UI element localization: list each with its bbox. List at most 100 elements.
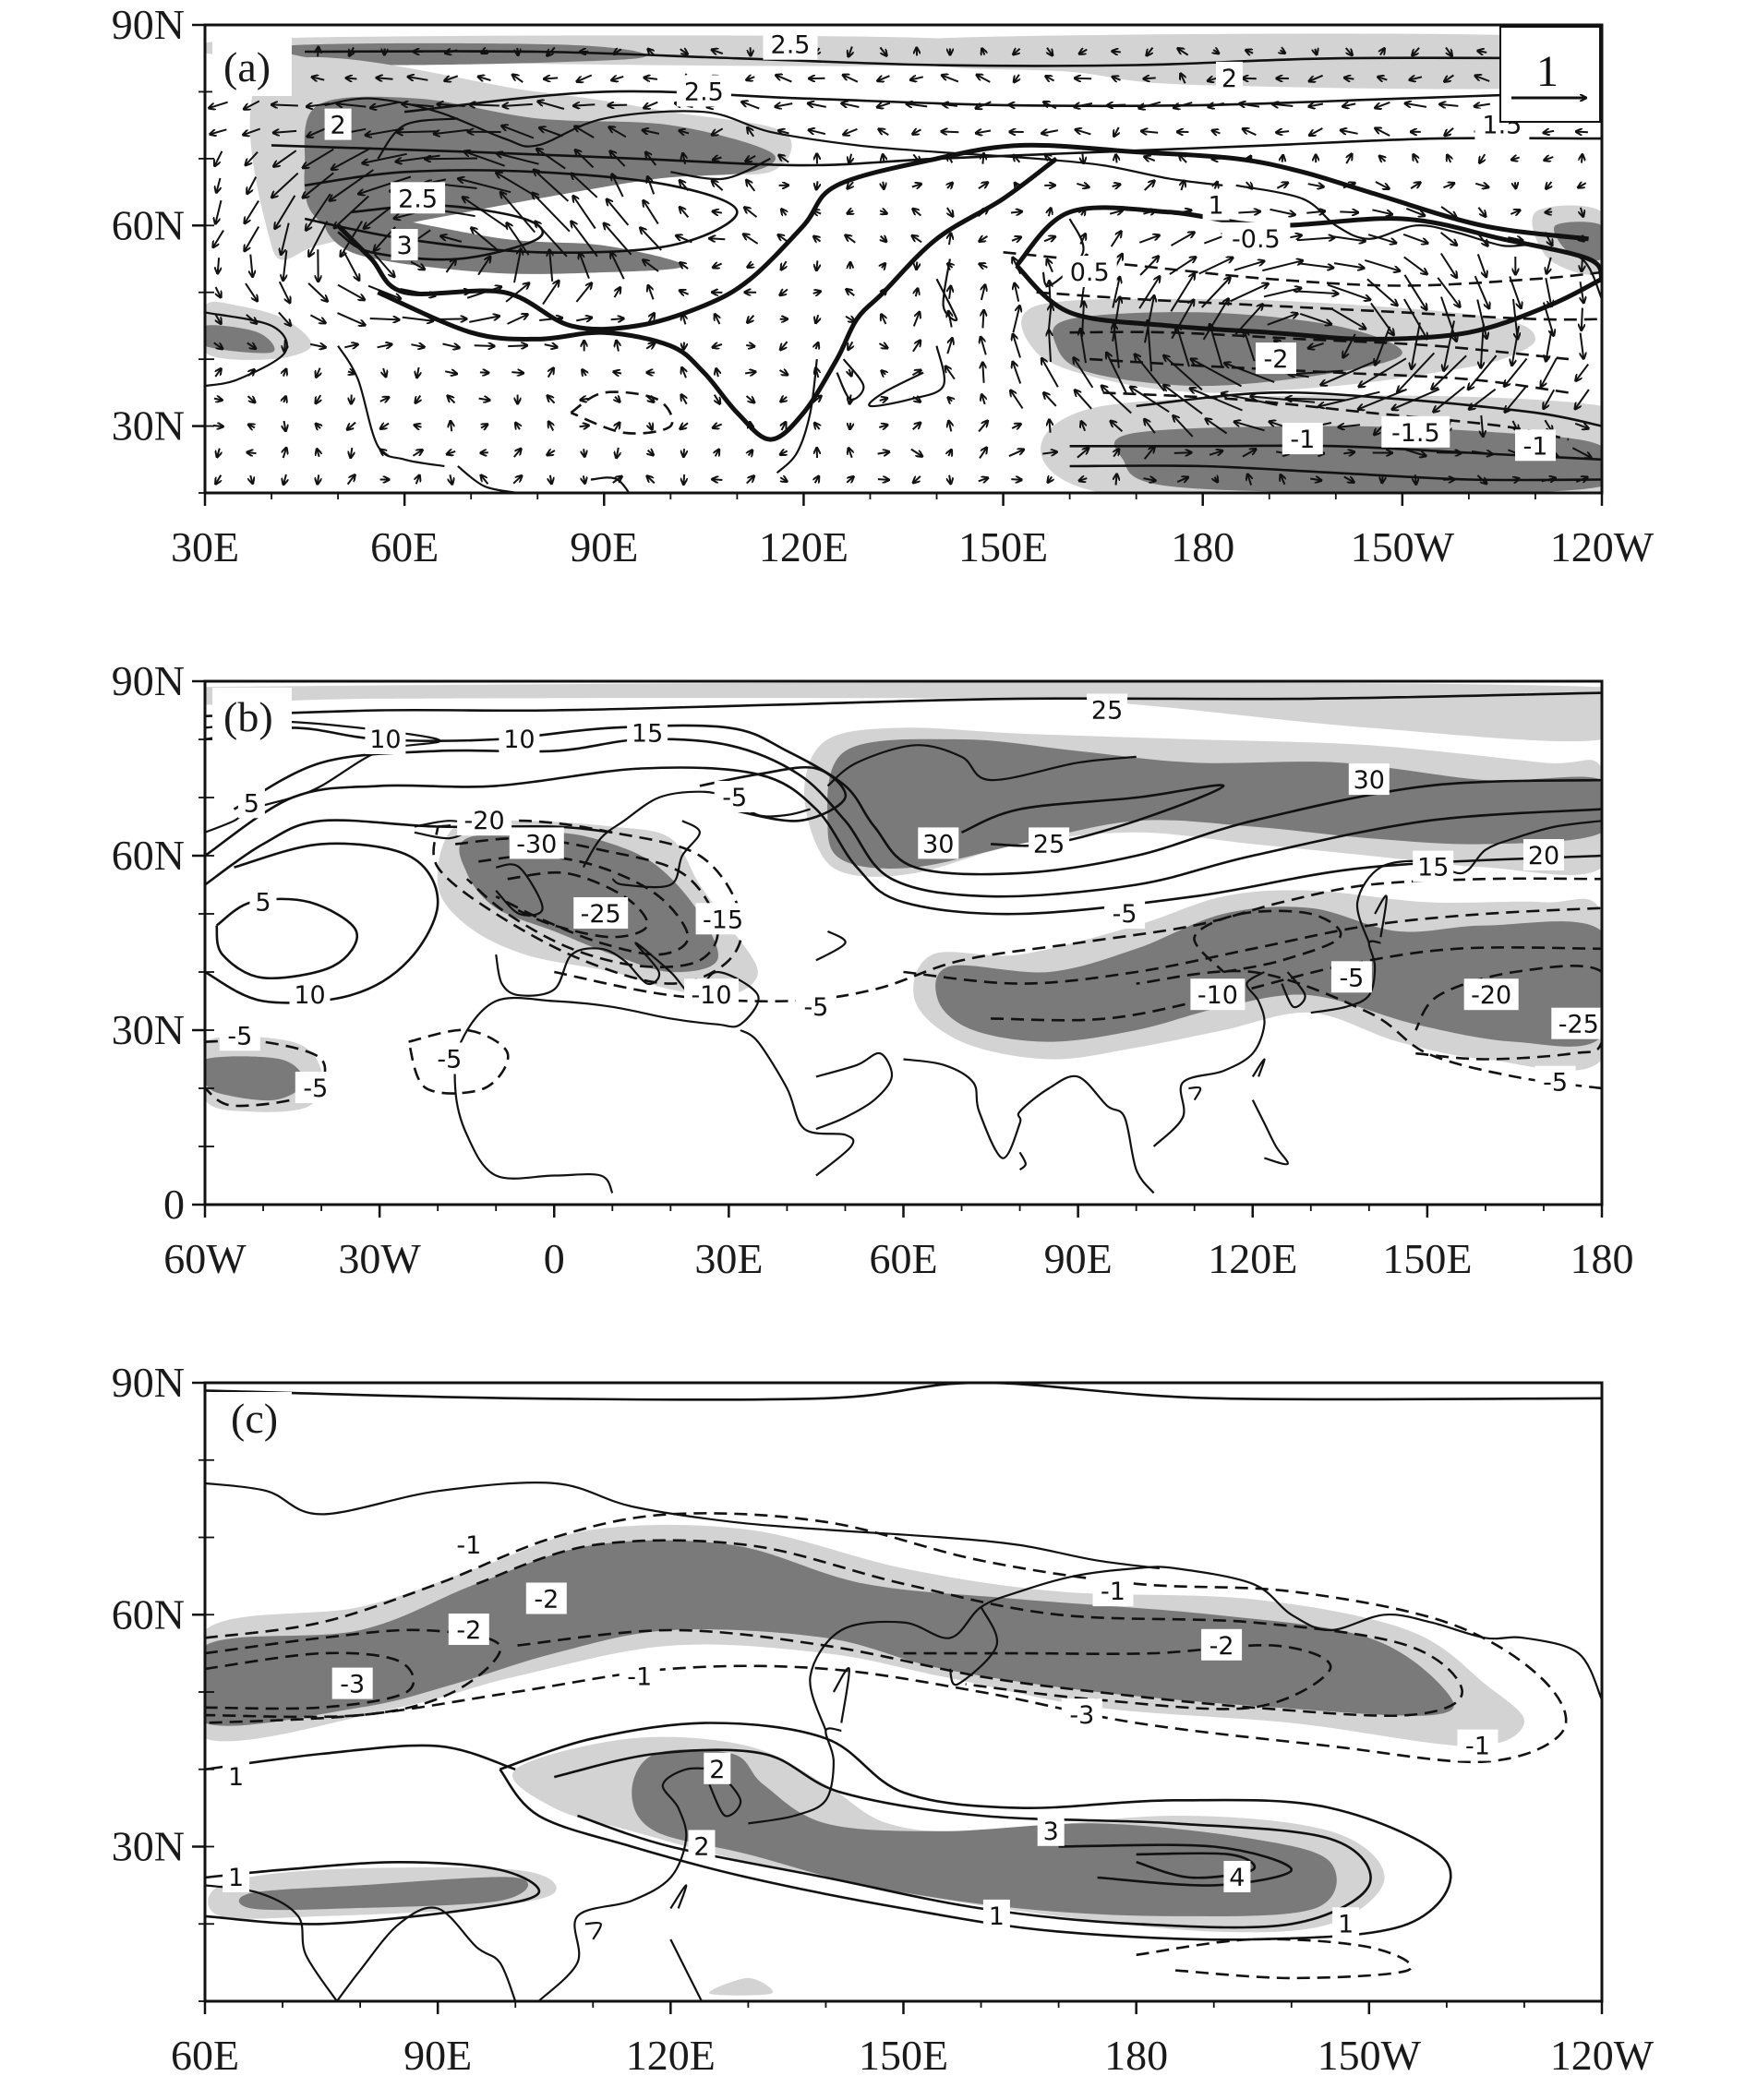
- wind-vector-icon: [881, 236, 886, 242]
- wind-vector-icon: [1297, 262, 1333, 268]
- wind-vector-icon: [544, 344, 558, 347]
- contour-dashed: [407, 1028, 510, 1095]
- wind-vector-icon: [246, 314, 257, 324]
- wind-vector-icon: [608, 105, 628, 106]
- wind-vector-icon: [644, 200, 659, 225]
- wind-vector-icon: [1081, 209, 1085, 215]
- wind-vector-icon: [1578, 183, 1587, 187]
- shading-dark: [205, 1056, 305, 1101]
- contour-label: -25: [1558, 1011, 1599, 1039]
- wind-vector-icon: [982, 310, 983, 329]
- wind-vector-icon: [445, 50, 458, 53]
- wind-vector-icon: [247, 176, 258, 194]
- wind-vector-icon: [1247, 156, 1251, 162]
- contour-label-bg: [1256, 342, 1296, 375]
- wind-vector-icon: [215, 314, 221, 324]
- contour-label-bg: [676, 75, 731, 107]
- contour-label: -3: [1069, 1701, 1094, 1730]
- contour-label-bg: [365, 723, 406, 754]
- axis-ticks: 60W 30W 0 30E 60E 90E 120E 150E 180 0 30N 60N 90N: [112, 657, 1634, 1282]
- wind-vector-icon: [645, 313, 655, 326]
- wind-vector-icon: [218, 258, 219, 273]
- x-tick-label: 90E: [403, 2032, 472, 2079]
- wind-vector-icon: [317, 449, 319, 458]
- contour-label: 3: [397, 232, 413, 260]
- wind-vector-icon: [1163, 355, 1203, 390]
- contour-label-bg: [1523, 839, 1564, 870]
- contour-label: -2: [456, 1616, 481, 1645]
- wind-vector-icon: [1468, 354, 1498, 390]
- wind-vector-icon: [500, 192, 536, 234]
- wind-vector-icon: [1082, 302, 1084, 337]
- wind-vector-icon: [1206, 419, 1228, 435]
- wind-vector-icon: [648, 49, 654, 54]
- x-tick-label: 30E: [171, 523, 239, 570]
- wind-vector-icon: [747, 127, 755, 138]
- x-tick-label: 120E: [1208, 1235, 1297, 1282]
- wind-vector-icon: [1267, 314, 1298, 326]
- wind-vector-icon: [1013, 49, 1021, 54]
- wind-vector-icon: [782, 422, 787, 431]
- wind-vector-icon: [505, 283, 529, 303]
- contour-solid: [205, 819, 613, 886]
- wind-vector-icon: [1510, 210, 1520, 214]
- contour-label: -25: [581, 900, 621, 929]
- wind-vector-icon: [1439, 232, 1457, 246]
- y-tick-label: 0: [163, 1181, 185, 1228]
- wind-vector-icon: [1181, 181, 1184, 191]
- wind-vector-icon: [434, 128, 469, 134]
- wind-vector-icon: [316, 394, 320, 403]
- wind-vector-icon: [243, 127, 261, 136]
- panel-label-box: [212, 688, 292, 745]
- wind-vector-icon: [574, 126, 595, 138]
- wind-vector-icon: [1272, 104, 1294, 106]
- wind-vector-icon: [334, 195, 369, 229]
- wind-vector-icon: [1013, 362, 1022, 384]
- wind-vector-icon: [1471, 451, 1493, 454]
- x-tick-label: 120E: [759, 523, 848, 570]
- wind-vector-icon: [1013, 258, 1022, 275]
- contour-label: -1: [627, 1662, 652, 1691]
- x-tick-label: 180: [1171, 523, 1234, 570]
- coastline: [1251, 1099, 1289, 1166]
- y-tick-label: 30N: [112, 402, 185, 450]
- contour-label: 2: [1222, 65, 1237, 93]
- wind-vector-icon: [402, 316, 434, 321]
- wind-vector-icon: [1327, 283, 1370, 300]
- contour-label: 30: [922, 830, 954, 858]
- wind-vector-icon: [879, 46, 886, 55]
- wind-vector-icon: [1041, 358, 1059, 388]
- contour-label: 2.5: [398, 185, 438, 213]
- wind-vector-icon: [1307, 184, 1324, 186]
- wind-vector-icon: [815, 367, 818, 378]
- wind-vector-icon: [215, 199, 223, 223]
- wind-vector-icon: [1234, 422, 1265, 432]
- wind-vector-icon: [245, 199, 259, 224]
- wind-vector-icon: [1578, 238, 1586, 240]
- contour-solid: [699, 765, 847, 822]
- wind-vector-icon: [778, 130, 789, 133]
- contour-solid: [554, 1748, 1372, 1929]
- wind-vector-icon: [680, 423, 689, 429]
- wind-vector-icon: [978, 478, 988, 482]
- wind-vector-icon: [512, 475, 522, 485]
- wind-vector-icon: [1080, 234, 1085, 245]
- wind-vector-icon: [402, 104, 434, 107]
- contour-label: 4: [1229, 1864, 1245, 1892]
- wind-vector-icon: [415, 425, 422, 426]
- wind-vector-icon: [1111, 421, 1124, 433]
- coastline: [337, 345, 445, 468]
- contour-solid: [215, 897, 359, 979]
- wind-vector-icon: [1403, 274, 1426, 310]
- contour-label: -0.5: [1232, 225, 1281, 254]
- wind-vector-icon: [250, 254, 252, 277]
- contour-label-bg: [704, 1752, 731, 1784]
- contour-thick: [377, 156, 1058, 442]
- contour-label-bg: [223, 1861, 250, 1892]
- wind-vector-icon: [910, 448, 922, 457]
- wind-vector-icon: [1245, 330, 1256, 362]
- wind-vector-icon: [611, 77, 624, 80]
- wind-vector-icon: [1331, 308, 1366, 329]
- wind-vector-icon: [330, 169, 374, 200]
- wind-vector-icon: [1234, 261, 1265, 271]
